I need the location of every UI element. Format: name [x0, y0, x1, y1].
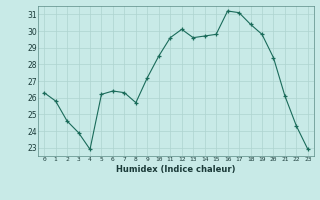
X-axis label: Humidex (Indice chaleur): Humidex (Indice chaleur): [116, 165, 236, 174]
